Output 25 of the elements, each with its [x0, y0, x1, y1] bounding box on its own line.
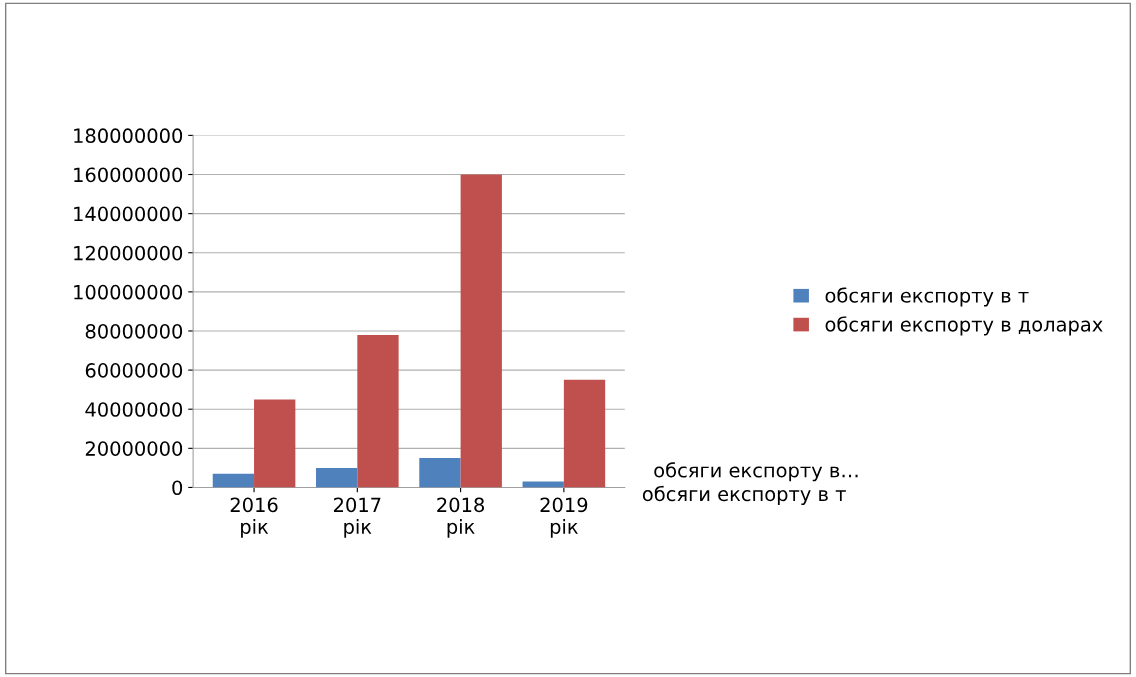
- bar: [254, 399, 296, 488]
- y-tick-label: 80000000: [85, 323, 183, 339]
- x-tick-label: 2016 рік: [230, 497, 278, 538]
- bar: [563, 379, 606, 488]
- y-tick-label: 100000000: [74, 284, 183, 300]
- y-tick-label: 20000000: [85, 441, 183, 456]
- y-tick-label: 140000000: [74, 206, 183, 222]
- bar: [212, 473, 255, 488]
- y-tick-label: 120000000: [74, 245, 183, 261]
- x-tick-label: 2019 рік: [540, 497, 588, 538]
- y-tick-label: 160000000: [74, 167, 183, 183]
- bar: [316, 467, 358, 488]
- bar: [419, 458, 461, 488]
- text: обсяги експорту в…: [654, 462, 858, 482]
- y-tick-label: 60000000: [85, 363, 183, 378]
- legend-label: обсяги експорту в т: [825, 287, 1029, 307]
- text: обсяги експорту в т: [642, 485, 846, 506]
- legend-label: обсяги експорту в доларах: [825, 316, 1103, 336]
- y-tick-label: 180000000: [74, 128, 183, 144]
- x-tick-label: 2017 рік: [334, 497, 381, 538]
- bar: [357, 334, 399, 488]
- x-tick-label: 2018 рік: [437, 497, 485, 538]
- y-tick-label: 40000000: [85, 402, 183, 417]
- y-tick-label: 0: [172, 480, 183, 496]
- bar: [460, 174, 502, 488]
